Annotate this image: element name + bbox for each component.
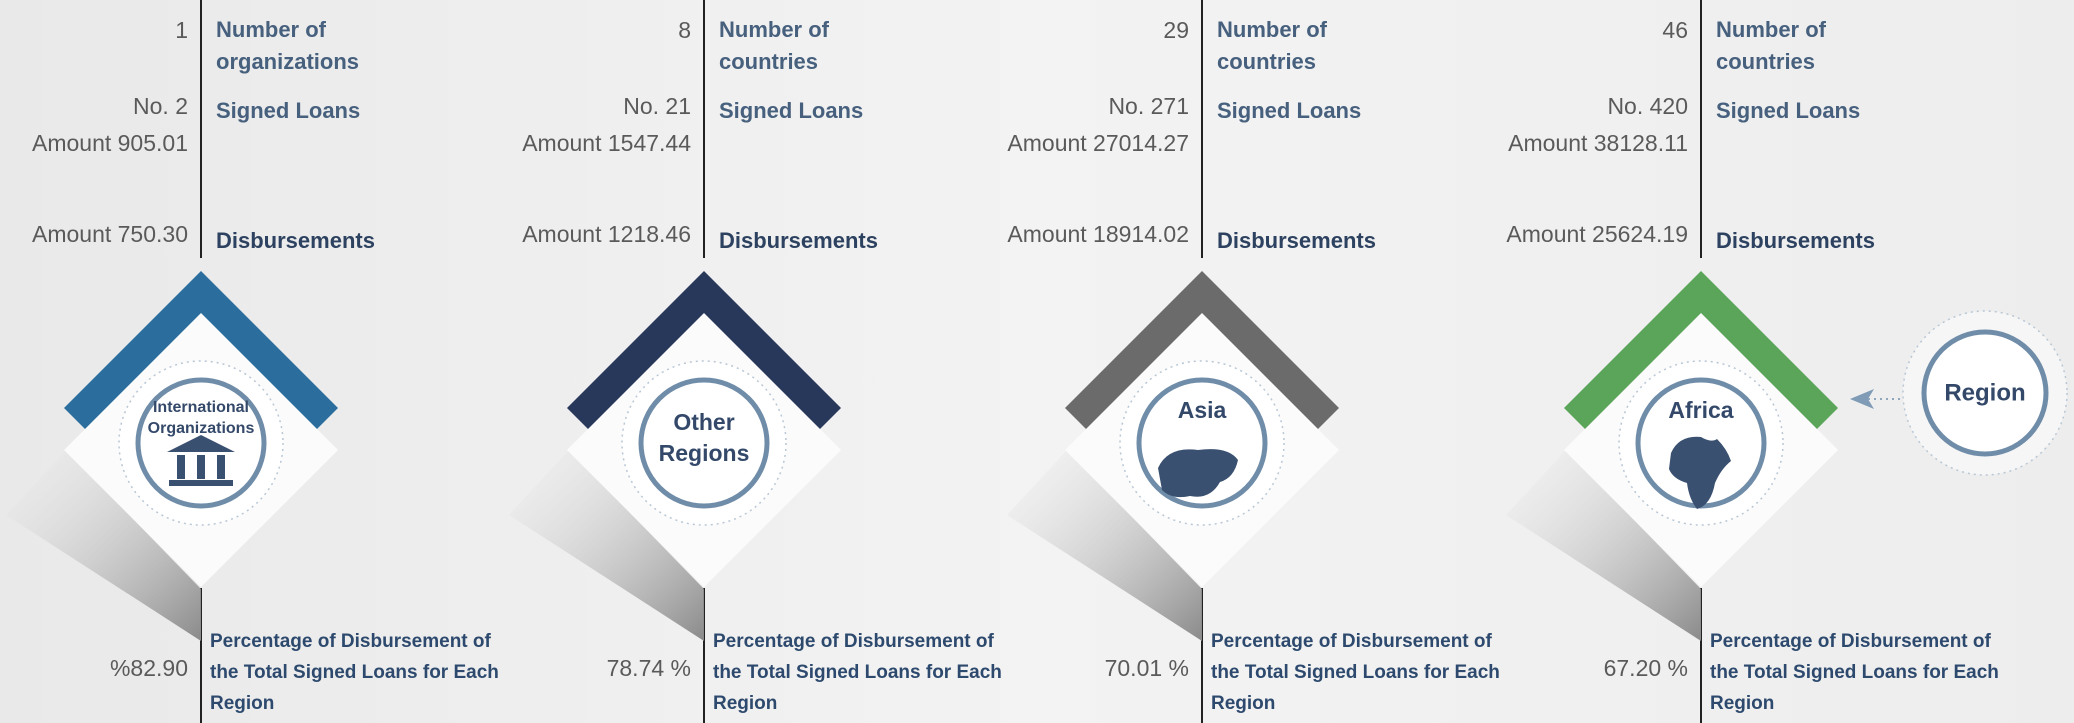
- count: 8: [678, 17, 691, 43]
- count: 46: [1662, 17, 1688, 43]
- icon-asia: [1158, 449, 1238, 498]
- percentage: 67.20 %: [1603, 655, 1688, 681]
- disbursement-label: Disbursements: [216, 228, 375, 253]
- icon-part: [217, 455, 225, 479]
- signed-no: No. 271: [1108, 93, 1189, 119]
- shadow: [509, 450, 704, 641]
- disbursement-amount: Amount 1218.46: [522, 221, 691, 247]
- region-label: Region: [1944, 379, 2025, 406]
- signed-label: Signed Loans: [1217, 98, 1362, 123]
- count-label: Number of countries: [1217, 17, 1327, 74]
- region-name: Africa: [1668, 397, 1734, 423]
- icon-part: [169, 480, 233, 486]
- signed-no: No. 2: [133, 93, 188, 119]
- shadow: [6, 450, 201, 641]
- count-label: Number of organizations: [216, 17, 360, 74]
- region-name: Other Regions: [658, 409, 750, 466]
- signed-amount: Amount 38128.11: [1508, 130, 1688, 156]
- region-ring: [1921, 329, 2049, 457]
- icon-part: [167, 435, 235, 452]
- count-label: Number of countries: [719, 17, 829, 74]
- signed-no: No. 21: [623, 93, 691, 119]
- percentage-label: Percentage of Disbursement of the Total …: [713, 631, 1002, 714]
- signed-label: Signed Loans: [216, 98, 361, 123]
- count: 29: [1163, 17, 1189, 43]
- shadow: [1506, 450, 1701, 641]
- percentage-label: Percentage of Disbursement of the Total …: [1710, 631, 1999, 714]
- disbursement-label: Disbursements: [1217, 228, 1376, 253]
- ring: [638, 377, 770, 509]
- disbursement-amount: Amount 25624.19: [1506, 221, 1688, 247]
- signed-amount: Amount 905.01: [31, 130, 188, 156]
- disbursement-amount: Amount 750.30: [31, 221, 188, 247]
- percentage: %82.90: [109, 655, 188, 681]
- disbursement-amount: Amount 18914.02: [1007, 221, 1189, 247]
- signed-label: Signed Loans: [1716, 98, 1861, 123]
- disbursement-label: Disbursements: [1716, 228, 1875, 253]
- signed-amount: Amount 1547.44: [522, 130, 691, 156]
- icon-part: [197, 455, 205, 479]
- icon-part: [177, 455, 185, 479]
- signed-label: Signed Loans: [719, 98, 864, 123]
- percentage: 70.01 %: [1104, 655, 1189, 681]
- region-name: International Organizations: [147, 399, 255, 437]
- signed-amount: Amount 27014.27: [1007, 130, 1189, 156]
- signed-no: No. 420: [1607, 93, 1688, 119]
- count-label: Number of countries: [1716, 17, 1826, 74]
- icon-africa: [1669, 436, 1731, 509]
- count: 1: [175, 17, 188, 43]
- percentage-label: Percentage of Disbursement of the Total …: [210, 631, 499, 714]
- percentage-label: Percentage of Disbursement of the Total …: [1211, 631, 1500, 714]
- arrow: [1850, 389, 1874, 409]
- percentage: 78.74 %: [606, 655, 691, 681]
- disbursement-label: Disbursements: [719, 228, 878, 253]
- shadow: [1007, 450, 1202, 641]
- icon-building: [167, 435, 235, 486]
- region-name: Asia: [1177, 397, 1227, 423]
